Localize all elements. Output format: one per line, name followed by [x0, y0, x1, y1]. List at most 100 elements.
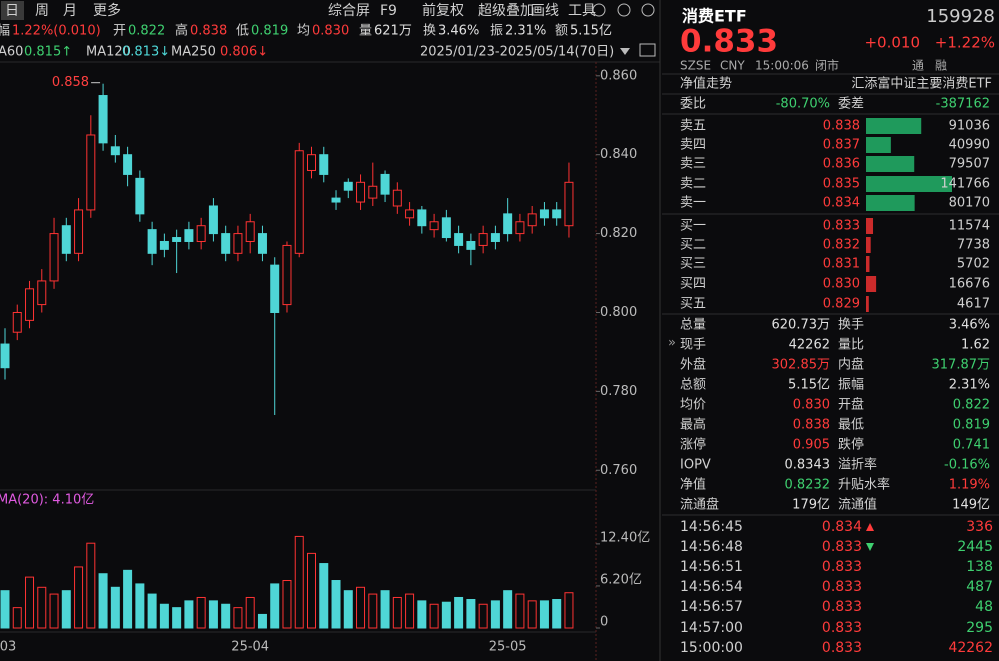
tool-button[interactable]: 超级叠加 — [478, 3, 534, 19]
order-price: 0.832 — [823, 238, 860, 253]
candle-body — [294, 150, 304, 254]
order-volume: 16676 — [949, 277, 990, 292]
fund-name: 汇添富中证主要消费ETF — [851, 76, 992, 92]
order-bar — [866, 176, 952, 192]
status-text: SZSE — [680, 59, 711, 73]
tick-price: 0.833 — [822, 579, 862, 595]
volume-bar — [527, 600, 537, 629]
volume-bar — [196, 596, 206, 629]
candle-body — [417, 209, 427, 227]
candle-body — [208, 205, 218, 235]
tick-direction — [866, 523, 874, 531]
candle-body — [392, 189, 402, 207]
order-volume: 11574 — [949, 219, 990, 234]
period-tab[interactable]: 月 — [63, 3, 77, 19]
candle-body — [454, 233, 464, 246]
volume-bar — [25, 576, 35, 629]
stat-label: 最高 — [680, 417, 706, 433]
info-icon[interactable] — [617, 3, 631, 17]
candle-body — [441, 217, 451, 239]
candle-body — [282, 244, 292, 306]
volume-bar — [319, 563, 329, 629]
tick-price: 0.833 — [822, 640, 862, 656]
order-label: 买三 — [680, 257, 706, 272]
stat-label: 溢折率 — [838, 457, 877, 473]
order-label: 卖四 — [680, 138, 706, 153]
order-bar — [866, 256, 870, 272]
candle-body — [319, 154, 329, 175]
candle-body — [331, 197, 341, 203]
volume-bar — [37, 586, 47, 629]
toggle-icon[interactable] — [639, 43, 656, 57]
nav-link[interactable]: 净值走势 — [680, 76, 732, 92]
candle-body — [368, 185, 378, 199]
settings-icon[interactable] — [592, 3, 606, 17]
tool-button[interactable]: 前复权 — [422, 2, 464, 19]
order-price: 0.838 — [823, 119, 860, 134]
candle-body — [527, 213, 537, 227]
stat-label: 换手 — [838, 318, 864, 333]
stat-value: 179亿 — [792, 498, 830, 513]
dropdown-arrow[interactable] — [620, 48, 630, 55]
period-tab[interactable]: 更多 — [93, 2, 121, 19]
collapse-toggle[interactable]: » — [668, 336, 676, 351]
tick-volume: 2445 — [957, 539, 993, 555]
tick-price: 0.833 — [822, 599, 862, 615]
candle-body — [12, 311, 22, 333]
order-label: 卖一 — [680, 196, 706, 211]
period-tab[interactable]: 周 — [35, 3, 49, 19]
candle-body — [135, 177, 145, 215]
candle-body — [0, 343, 10, 369]
volume-bar — [356, 586, 366, 629]
volume-bar — [233, 607, 243, 629]
right-separators — [662, 73, 999, 516]
y-tick-label: 0.800 — [600, 305, 637, 320]
volume-bar — [429, 603, 439, 629]
candle-body — [466, 240, 476, 250]
period-tab[interactable]: 日 — [5, 3, 19, 19]
quote-value: 0.822 — [128, 24, 165, 39]
date-range: 2025/01/23-2025/05/14(70日) — [420, 45, 614, 60]
order-label: 卖五 — [680, 119, 706, 134]
order-price: 0.830 — [823, 277, 860, 292]
volume-bar — [380, 590, 390, 629]
tool-button[interactable]: F9 — [380, 3, 397, 19]
stat-label: 升贴水率 — [838, 477, 890, 493]
candle-body — [429, 221, 439, 231]
candle-body — [515, 221, 525, 235]
candle-body — [172, 237, 182, 242]
stat-value: 0.8232 — [785, 478, 831, 493]
volume-bar — [552, 599, 562, 629]
tool-button[interactable]: 综合屏 — [328, 3, 370, 19]
volume-bar — [343, 590, 353, 629]
last-price: 0.833 — [680, 24, 778, 60]
menu-icon[interactable] — [641, 3, 655, 17]
candle-body — [478, 233, 488, 246]
tick-volume: 295 — [966, 620, 993, 636]
order-label: 买五 — [680, 297, 706, 312]
stat-value: 302.85万 — [772, 358, 831, 373]
candle-body — [123, 154, 133, 175]
y-tick-label: 0.760 — [600, 463, 637, 478]
tick-time: 14:56:45 — [680, 519, 743, 535]
candle-body — [221, 233, 231, 254]
candle-body — [49, 233, 59, 282]
tick-time: 14:56:57 — [680, 599, 743, 615]
security-code: 159928 — [926, 6, 995, 27]
stat-value: 3.46% — [949, 318, 990, 333]
y-tick-label: 0 — [600, 615, 608, 630]
stat-label: 净值 — [680, 477, 706, 493]
tool-button[interactable]: 画线 — [531, 3, 559, 19]
stat-label: 总额 — [680, 378, 706, 393]
ma-label: MA250 — [171, 45, 216, 60]
ratio-value: -387162 — [936, 97, 990, 112]
stat-label: 外盘 — [680, 357, 706, 373]
volume-bar — [12, 607, 22, 629]
stat-label: 最低 — [838, 418, 864, 433]
candle-body — [184, 229, 194, 242]
period-selected[interactable] — [1, 1, 24, 20]
tool-button[interactable]: 工具 — [568, 3, 596, 19]
order-bar — [866, 195, 915, 211]
stat-label: 均价 — [680, 398, 706, 413]
